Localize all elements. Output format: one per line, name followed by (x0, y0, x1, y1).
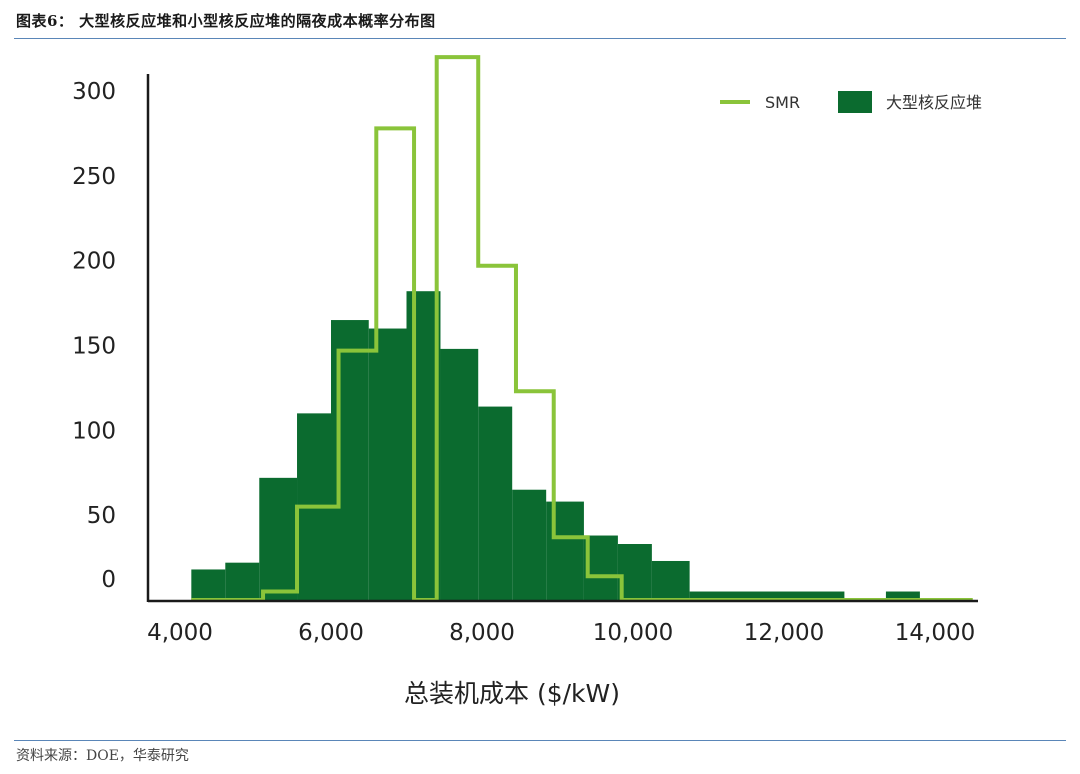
large-reactor-bar-15 (885, 591, 920, 600)
report-header: 图表6： 大型核反应堆和小型核反应堆的隔夜成本概率分布图 (14, 10, 1066, 39)
source-note: 资料来源：DOE，华泰研究 (16, 748, 189, 764)
x-tick-label: 12,000 (744, 620, 824, 646)
large-reactor-bar-9 (512, 489, 547, 600)
y-tick-labels: 0 50 100 150 200 250 300 (72, 79, 116, 593)
legend-label-large-reactor: 大型核反应堆 (886, 93, 982, 112)
y-tick-label: 0 (101, 567, 116, 593)
y-tick-label: 50 (87, 503, 116, 529)
smr-step-line (191, 55, 973, 602)
large-reactor-bar-8 (478, 406, 513, 600)
y-tick-label: 100 (72, 418, 116, 444)
legend-swatch-large-reactor (838, 91, 872, 113)
y-tick-label: 150 (72, 334, 116, 360)
x-tick-labels: 4,000 6,000 8,000 10,000 12,000 14,000 (147, 620, 975, 646)
x-tick-label: 6,000 (298, 620, 364, 646)
large-reactor-bar-13 (651, 560, 690, 600)
report-footer: 资料来源：DOE，华泰研究 (14, 740, 1066, 764)
y-tick-label: 200 (72, 249, 116, 275)
x-tick-label: 10,000 (593, 620, 673, 646)
x-axis-label: 总装机成本 ($/kW) (404, 679, 620, 708)
large-reactor-bar-1 (225, 562, 260, 600)
large-reactor-bar-5 (368, 328, 407, 600)
large-reactor-bar-0 (191, 569, 226, 600)
x-tick-label: 8,000 (449, 620, 515, 646)
legend-label-smr: SMR (765, 93, 800, 112)
figure-title: 图表6： 大型核反应堆和小型核反应堆的隔夜成本概率分布图 (16, 12, 436, 30)
y-tick-label: 300 (72, 79, 116, 105)
y-tick-label: 250 (72, 164, 116, 190)
x-tick-label: 4,000 (147, 620, 213, 646)
legend: SMR 大型核反应堆 (720, 91, 982, 113)
large-reactor-bar-14 (689, 591, 845, 600)
large-reactor-bar-2 (259, 477, 298, 600)
large-reactor-bar-7 (440, 348, 479, 600)
x-tick-label: 14,000 (895, 620, 975, 646)
